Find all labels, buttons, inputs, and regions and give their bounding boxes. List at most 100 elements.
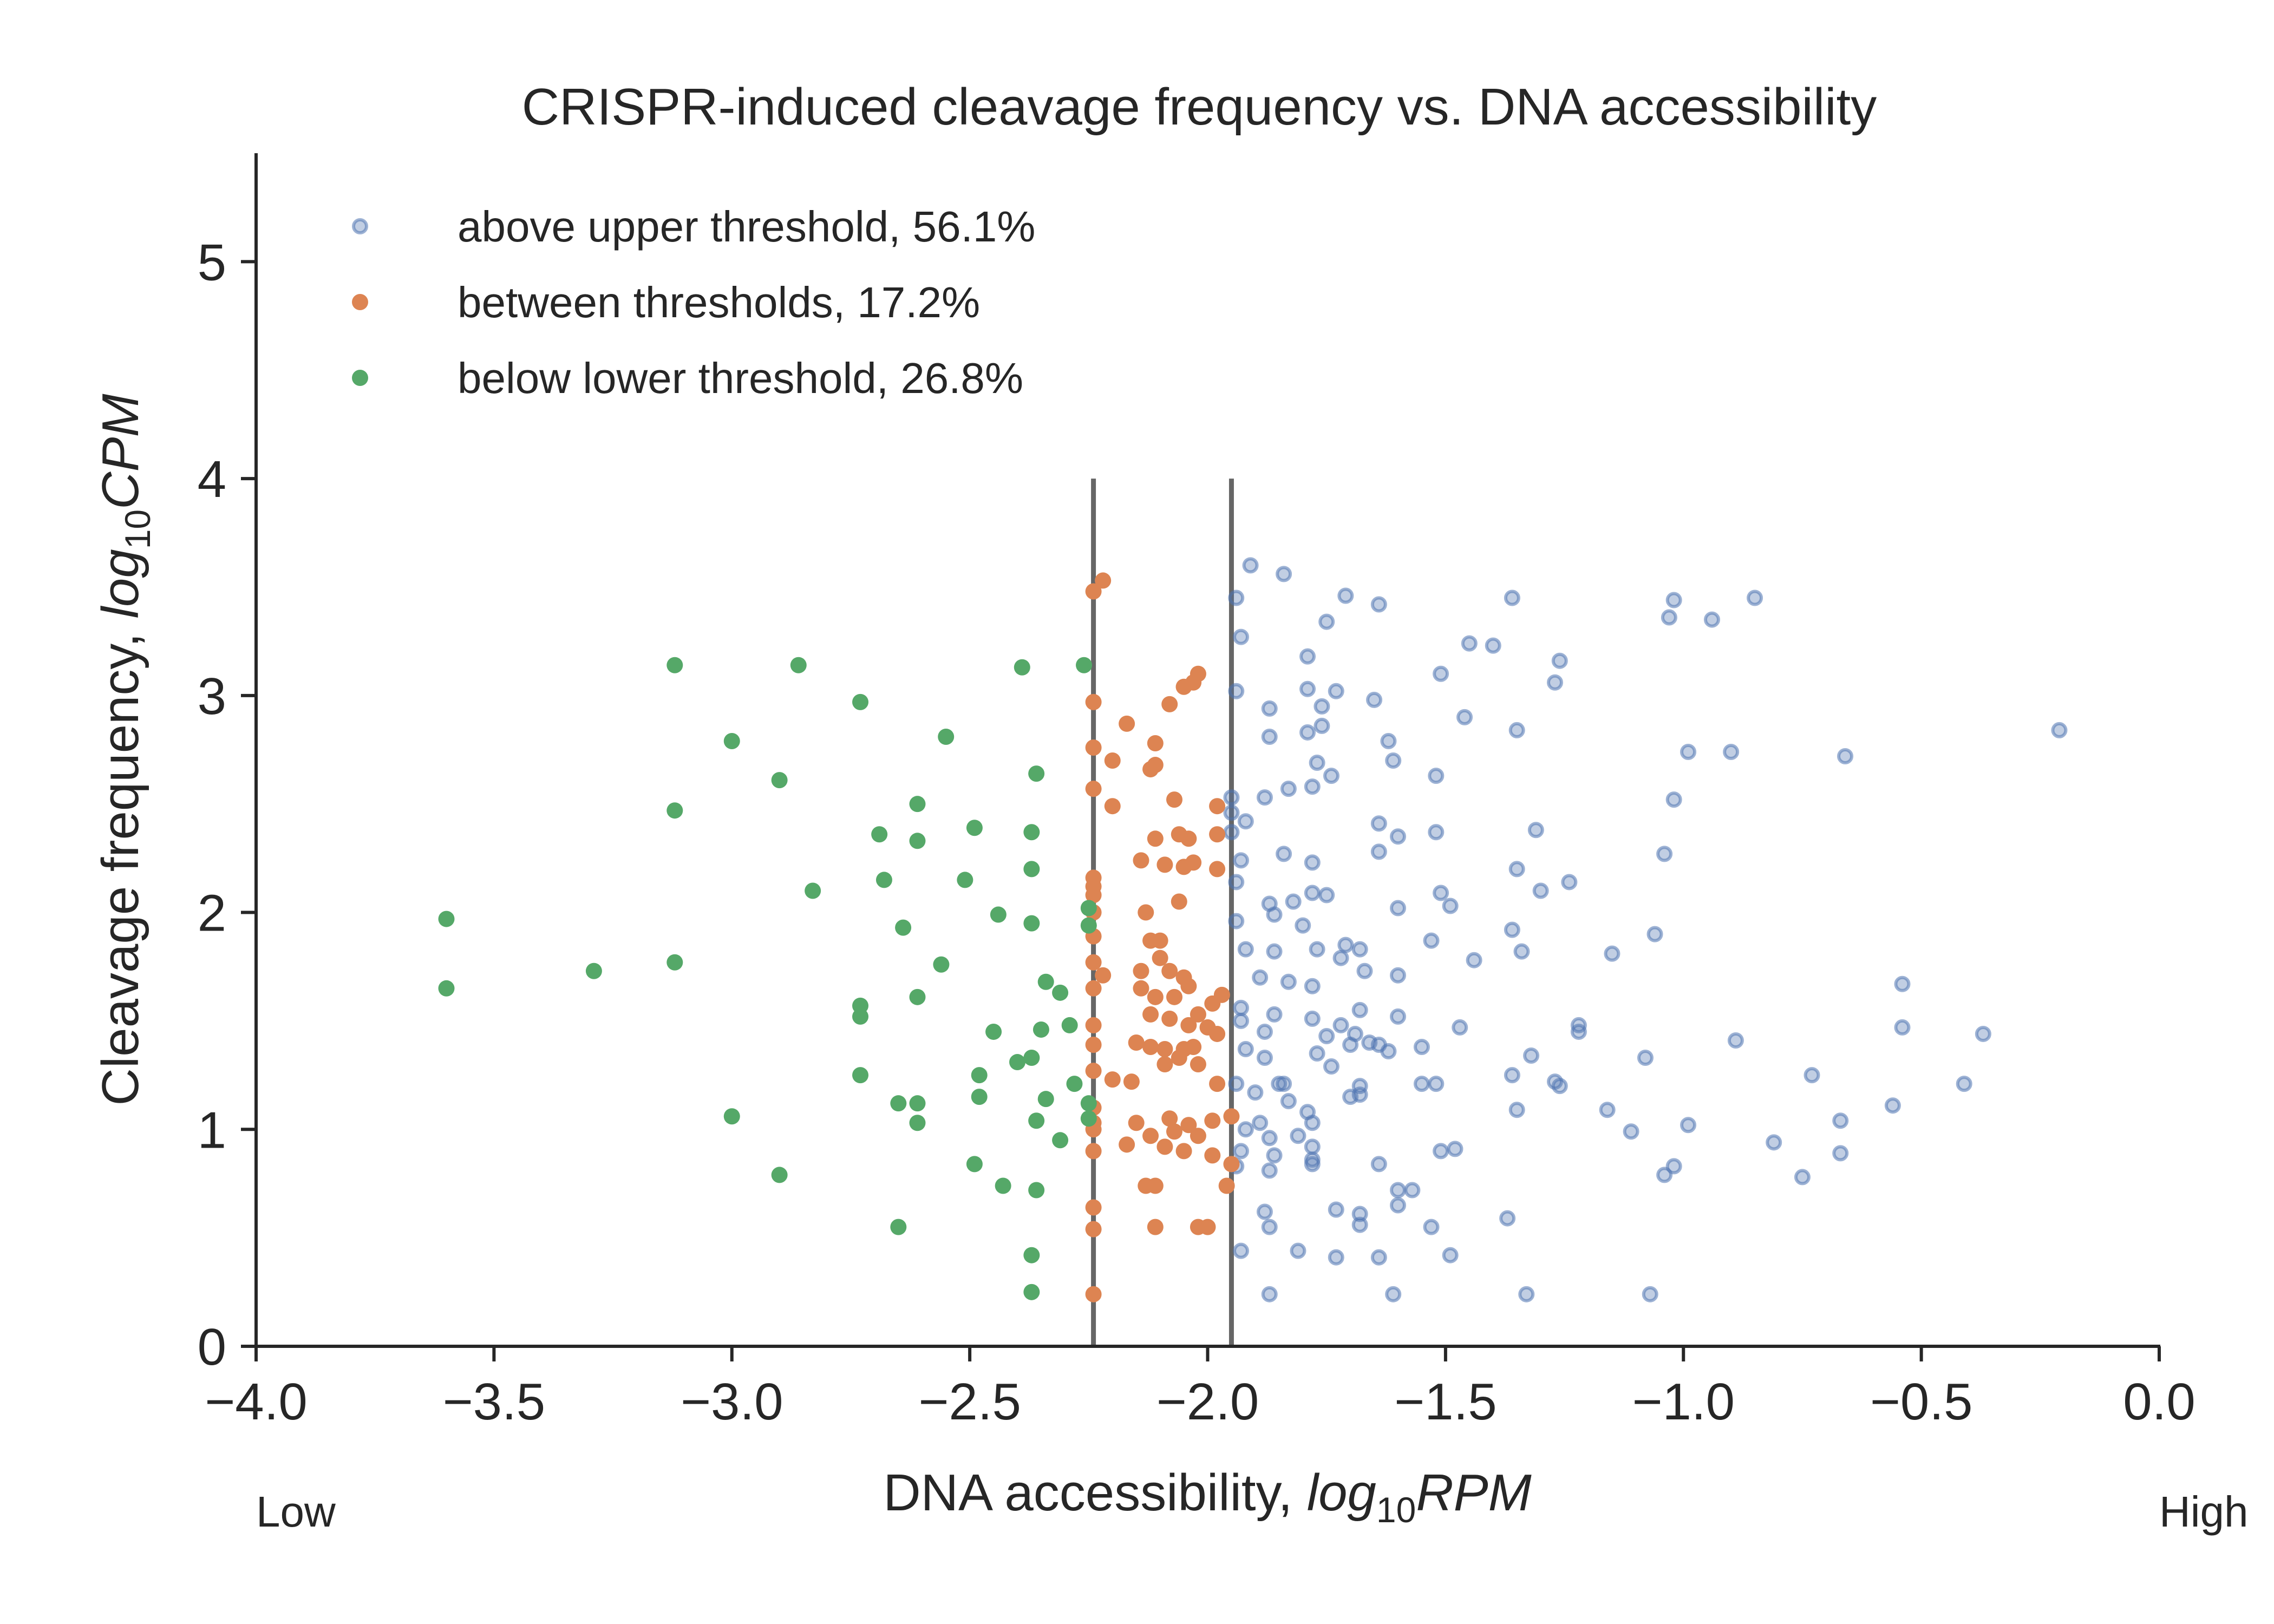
data-point — [1228, 1076, 1245, 1092]
data-point — [909, 988, 926, 1005]
data-point — [909, 1115, 926, 1131]
data-point — [1147, 735, 1164, 751]
data-point — [1680, 1117, 1697, 1134]
data-point — [2051, 722, 2068, 738]
data-point — [1351, 941, 1368, 958]
data-point — [1133, 980, 1149, 997]
data-point — [1237, 941, 1254, 958]
data-point — [1656, 846, 1673, 862]
data-point — [1209, 798, 1226, 815]
data-point — [1309, 941, 1325, 958]
data-point — [1080, 1110, 1097, 1127]
data-point — [1223, 804, 1240, 821]
data-point — [1152, 949, 1168, 966]
data-point — [1637, 1050, 1654, 1066]
data-point — [666, 802, 683, 819]
data-point — [1456, 709, 1473, 725]
data-point — [1318, 887, 1335, 903]
series-3 — [438, 657, 1097, 1300]
data-point — [1190, 1006, 1206, 1023]
data-point — [1646, 926, 1663, 942]
legend-label: below lower threshold, 26.8% — [458, 354, 1023, 402]
data-point — [890, 1095, 907, 1112]
data-point — [1261, 1130, 1278, 1147]
data-point — [1304, 854, 1321, 871]
data-point — [1304, 885, 1321, 901]
data-point — [1204, 1112, 1221, 1129]
data-point — [909, 833, 926, 849]
data-point — [1318, 613, 1335, 630]
data-point — [1351, 1206, 1368, 1222]
data-point — [1370, 843, 1387, 860]
data-point — [1209, 1025, 1226, 1042]
data-point — [1499, 1210, 1516, 1227]
data-point — [1385, 752, 1402, 769]
data-point — [1508, 722, 1525, 738]
data-point — [1080, 1095, 1097, 1112]
data-point — [1309, 1045, 1325, 1062]
data-point — [1252, 1115, 1269, 1131]
data-point — [1703, 611, 1720, 628]
data-point — [1642, 1286, 1658, 1302]
x-tick-label: −4.0 — [205, 1373, 308, 1431]
data-point — [1166, 988, 1182, 1005]
data-point — [1356, 962, 1373, 979]
data-point — [1766, 1134, 1782, 1151]
data-point — [771, 1167, 788, 1183]
data-point — [1390, 828, 1406, 845]
data-point — [1147, 830, 1164, 847]
data-point — [1423, 1219, 1440, 1235]
data-point — [1342, 1036, 1359, 1053]
data-point — [1161, 1110, 1178, 1127]
data-point — [1223, 824, 1240, 841]
data-point — [1085, 1199, 1102, 1216]
data-point — [1028, 765, 1045, 782]
data-point — [1066, 1076, 1083, 1092]
data-point — [1390, 967, 1406, 984]
data-point — [1285, 893, 1302, 910]
x-tick-label: −3.0 — [681, 1373, 783, 1431]
y-tick-label: 3 — [198, 667, 226, 725]
data-point — [1299, 648, 1316, 665]
data-point — [1447, 1141, 1463, 1157]
chart-title: CRISPR-induced cleavage frequency vs. DN… — [522, 78, 1877, 136]
data-point — [1832, 1112, 1849, 1129]
data-point — [1252, 969, 1269, 986]
data-point — [1747, 590, 1763, 606]
y-tick-label: 4 — [198, 450, 226, 508]
data-point — [1504, 590, 1520, 606]
data-point — [438, 980, 455, 997]
x-axis-high-label: High — [2159, 1488, 2249, 1536]
data-point — [971, 1089, 988, 1105]
data-point — [1166, 1123, 1182, 1140]
data-point — [1332, 1017, 1349, 1033]
data-point — [1661, 609, 1677, 626]
data-point — [1332, 949, 1349, 966]
data-point — [1894, 1019, 1911, 1036]
data-point — [1119, 1136, 1135, 1153]
data-point — [1370, 596, 1387, 613]
data-point — [1513, 943, 1530, 960]
data-point — [1390, 900, 1406, 916]
data-point — [1442, 1247, 1459, 1263]
data-point — [1133, 852, 1149, 869]
data-point — [957, 872, 973, 888]
legend-marker — [352, 218, 368, 234]
data-point — [1604, 945, 1620, 962]
data-point — [1323, 1058, 1339, 1075]
x-axis-label-subscript: 10 — [1376, 1490, 1416, 1530]
data-point — [938, 728, 955, 745]
data-point — [1147, 757, 1164, 774]
data-point — [1727, 1032, 1744, 1049]
threshold-lines — [1091, 479, 1234, 1346]
data-point — [1385, 1286, 1402, 1302]
data-points — [438, 557, 2068, 1302]
data-point — [1023, 1247, 1040, 1263]
data-point — [1370, 815, 1387, 832]
data-point — [585, 962, 602, 979]
data-point — [1390, 1182, 1406, 1199]
data-point — [1665, 592, 1682, 608]
data-point — [1266, 906, 1283, 923]
data-point — [1518, 1286, 1535, 1302]
data-point — [1276, 566, 1292, 582]
